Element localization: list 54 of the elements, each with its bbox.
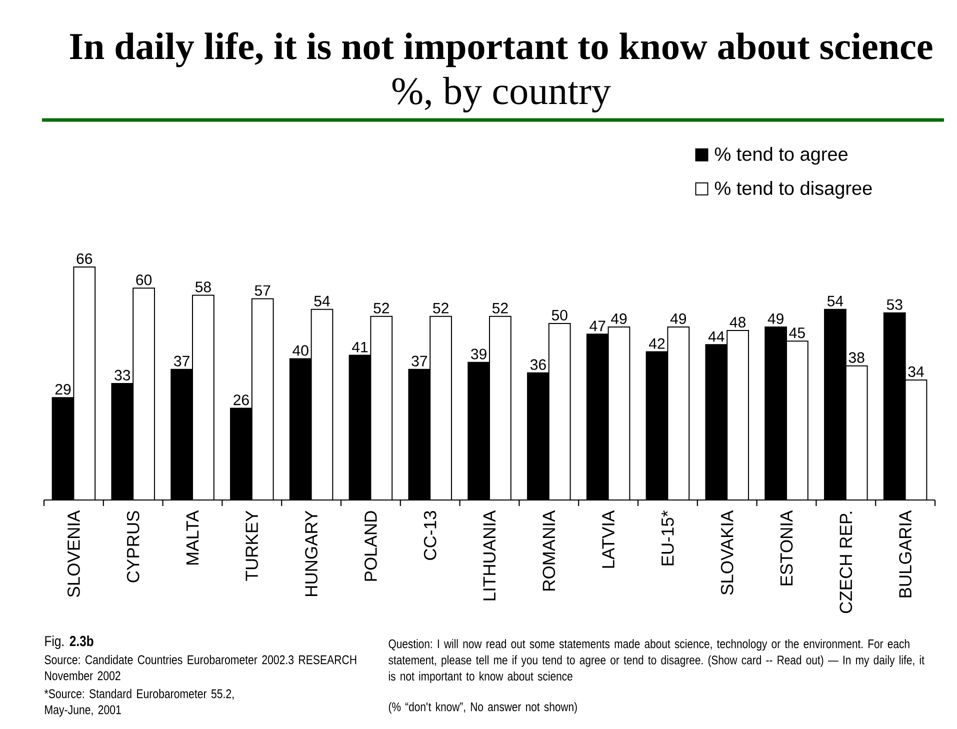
legend-label: % tend to agree xyxy=(714,146,848,165)
data-label: 39 xyxy=(471,348,486,360)
x-tick-label: LATVIA xyxy=(602,510,614,568)
data-label: 66 xyxy=(76,253,92,264)
data-label: 54 xyxy=(314,296,330,306)
x-tick-label: EU-15* xyxy=(662,510,674,566)
text: (% “don't know”, No answer not shown) xyxy=(388,702,577,714)
data-label: 36 xyxy=(530,359,546,370)
x-tick-label: BULGARIA xyxy=(899,510,912,598)
x-tick-label: MALTA xyxy=(186,510,199,565)
x-tick-label: CZECH REP. xyxy=(840,512,852,614)
data-label: 58 xyxy=(195,282,211,292)
data-label: 47 xyxy=(590,320,606,332)
x-tick-label: LITHUANIA xyxy=(483,510,496,600)
x-tick-label: HUNGARY xyxy=(305,510,318,596)
text: Question: I will now read out some statements made about science, technology or the environment. For each statement, please tell me if you tend to agree or tend to disagree. (Show card -- Read out) — In my daily life, it is not important to know about science xyxy=(388,639,924,684)
data-label: 37 xyxy=(174,356,190,366)
data-label: 52 xyxy=(433,302,448,314)
data-label: 44 xyxy=(708,331,724,342)
data-label: 41 xyxy=(352,342,368,352)
data-label: 45 xyxy=(789,328,805,338)
source-note: Source: Candidate Countries Eurobarometer 2002.3 RESEARCH November 2002 xyxy=(44,654,356,680)
data-label: 49 xyxy=(670,313,686,324)
chart-title: In daily life, it is not important to know about science xyxy=(70,32,932,68)
x-tick-label: CYPRUS xyxy=(126,511,140,582)
data-label: 60 xyxy=(136,274,152,286)
data-label: 40 xyxy=(292,345,308,356)
data-label: 26 xyxy=(234,394,249,406)
data-label: 49 xyxy=(610,313,627,324)
data-label: 42 xyxy=(649,338,665,349)
text: Fig. 2.3b xyxy=(45,636,94,650)
data-label: 53 xyxy=(886,299,902,310)
data-label: 57 xyxy=(254,285,270,296)
data-label: 52 xyxy=(492,302,508,314)
data-label: 37 xyxy=(412,356,427,366)
data-label: 50 xyxy=(552,310,568,320)
data-label: 48 xyxy=(730,316,746,328)
x-tick-label: SLOVAKIA xyxy=(720,510,734,595)
data-label: 54 xyxy=(827,296,844,306)
x-tick-label: TURKEY xyxy=(246,510,258,581)
data-label: 33 xyxy=(114,370,130,380)
data-label: 49 xyxy=(768,313,784,324)
x-tick-label: POLAND xyxy=(364,511,377,581)
x-tick-label: SLOVENIA xyxy=(68,510,80,597)
x-tick-label: CC-13 xyxy=(424,511,436,560)
data-label: 29 xyxy=(55,384,71,395)
data-label: 38 xyxy=(848,352,864,363)
x-tick-label: ESTONIA xyxy=(780,510,793,586)
data-label: 52 xyxy=(374,302,389,314)
text: *Source: Standard Eurobarometer 55.2, May-June, 2001 xyxy=(44,688,234,717)
chart-subtitle: %, by country xyxy=(392,76,611,112)
data-label: 34 xyxy=(908,366,924,377)
x-tick-label: ROMANIA xyxy=(542,510,556,590)
legend-label: % tend to disagree xyxy=(714,181,872,199)
